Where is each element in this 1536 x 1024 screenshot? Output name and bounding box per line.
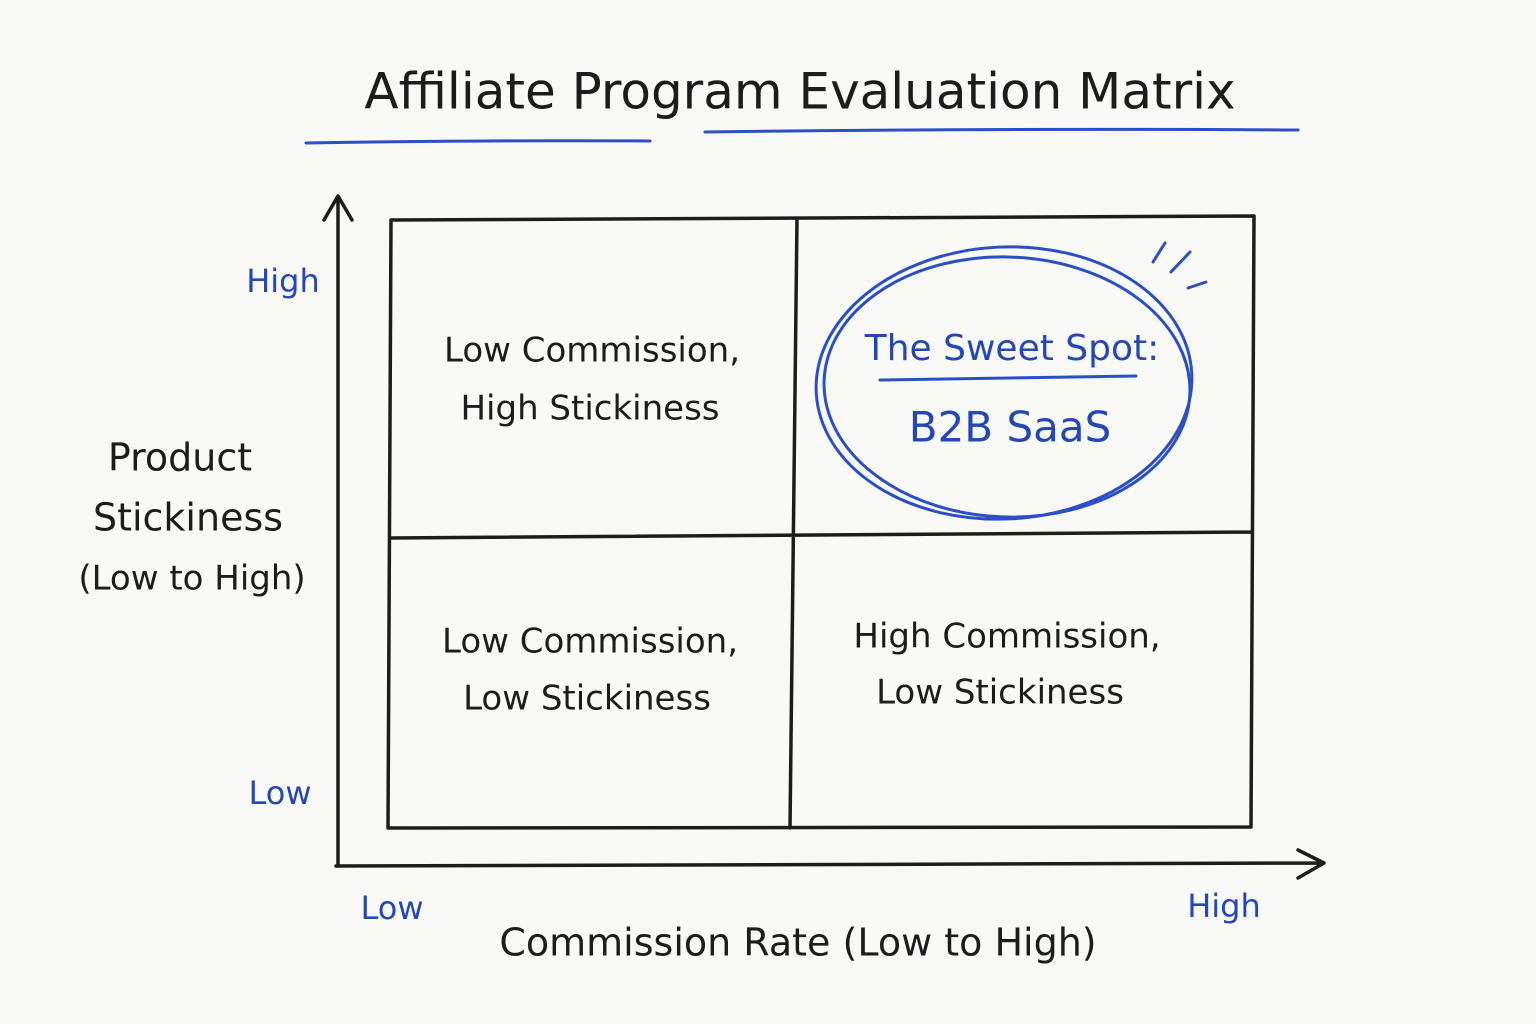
y-high-label: High: [246, 262, 320, 300]
matrix-grid: [386, 214, 1256, 830]
x-axis: [334, 848, 1326, 880]
y-low-label: Low: [248, 774, 311, 812]
sweet-spot-heading: The Sweet Spot:: [864, 328, 1160, 369]
heading-underline: [878, 374, 1138, 382]
y-axis: [322, 194, 354, 868]
highlight-circle: [814, 245, 1194, 521]
title: Affiliate Program Evaluation Matrix: [364, 63, 1235, 121]
quadrant-text: Low Commission,: [442, 622, 738, 662]
y-axis-title: (Low to High): [78, 559, 305, 599]
quadrant-text: Low Stickiness: [463, 679, 711, 719]
quadrant-text: High Stickiness: [460, 389, 719, 429]
quadrant-text: Low Commission,: [444, 331, 740, 371]
sweet-spot-text: B2B SaaS: [909, 403, 1112, 452]
x-axis-title: Commission Rate (Low to High): [499, 921, 1096, 965]
quadrant-text: Low Stickiness: [876, 673, 1124, 713]
y-axis-title: Stickiness: [93, 496, 283, 540]
title-underline: [304, 127, 1300, 145]
x-low-label: Low: [360, 889, 423, 927]
quadrant-text: High Commission,: [853, 617, 1160, 657]
y-axis-title: Product: [108, 436, 252, 480]
x-high-label: High: [1187, 887, 1261, 925]
emphasis-marks: [1151, 241, 1208, 290]
highlight-circle: [822, 255, 1192, 519]
